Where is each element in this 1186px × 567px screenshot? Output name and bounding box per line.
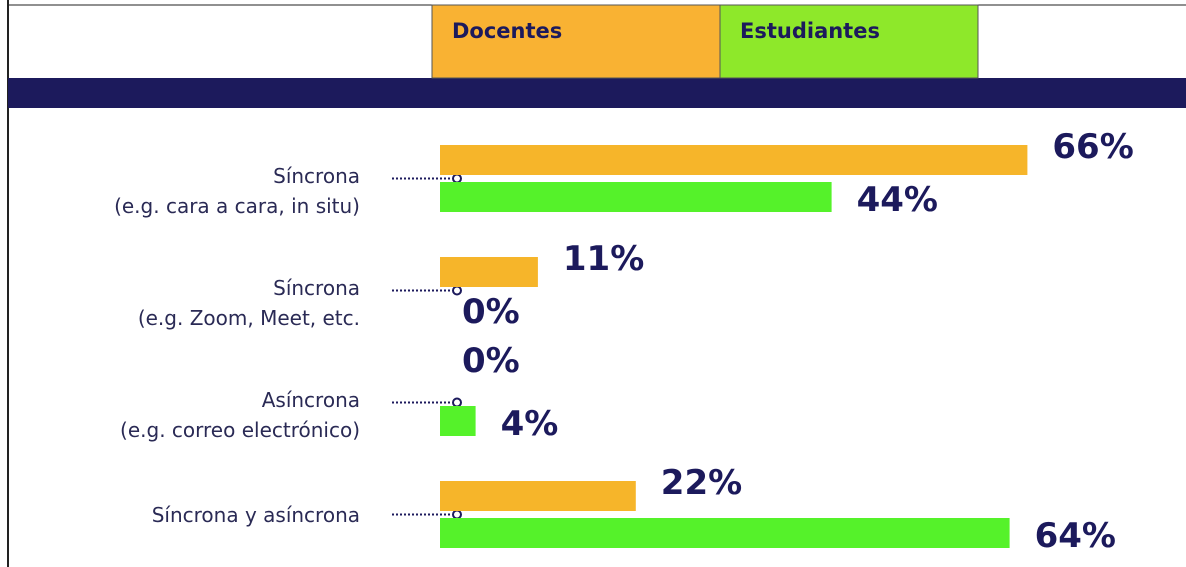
bar xyxy=(440,406,476,436)
category-label: Síncrona (e.g. Zoom, Meet, etc. xyxy=(137,275,360,330)
value-label: 64% xyxy=(1035,516,1116,556)
bar xyxy=(440,481,636,511)
value-label: 0% xyxy=(462,341,520,381)
category-label: Síncrona y asíncrona xyxy=(151,502,360,527)
value-label: 66% xyxy=(1052,127,1133,167)
bar xyxy=(440,257,538,287)
legend-label: Estudiantes xyxy=(740,19,880,43)
value-label: 44% xyxy=(857,180,938,220)
bar xyxy=(440,182,832,212)
bar xyxy=(440,518,1010,548)
value-label: 11% xyxy=(563,239,644,279)
value-label: 0% xyxy=(462,292,520,332)
bar xyxy=(440,145,1028,175)
legend-label: Docentes xyxy=(452,19,562,43)
legend-swatch xyxy=(719,4,979,79)
leader-dot xyxy=(452,397,462,408)
leader-dot xyxy=(452,173,462,184)
header-band xyxy=(8,78,1186,108)
legend-swatch xyxy=(431,4,721,79)
category-label: Asíncrona (e.g. correo electrónico) xyxy=(120,387,360,442)
leader-dot xyxy=(452,509,462,520)
leader-dot xyxy=(452,285,462,296)
value-label: 4% xyxy=(501,404,559,444)
value-label: 22% xyxy=(661,463,742,503)
category-label: Síncrona (e.g. cara a cara, in situ) xyxy=(114,163,360,218)
